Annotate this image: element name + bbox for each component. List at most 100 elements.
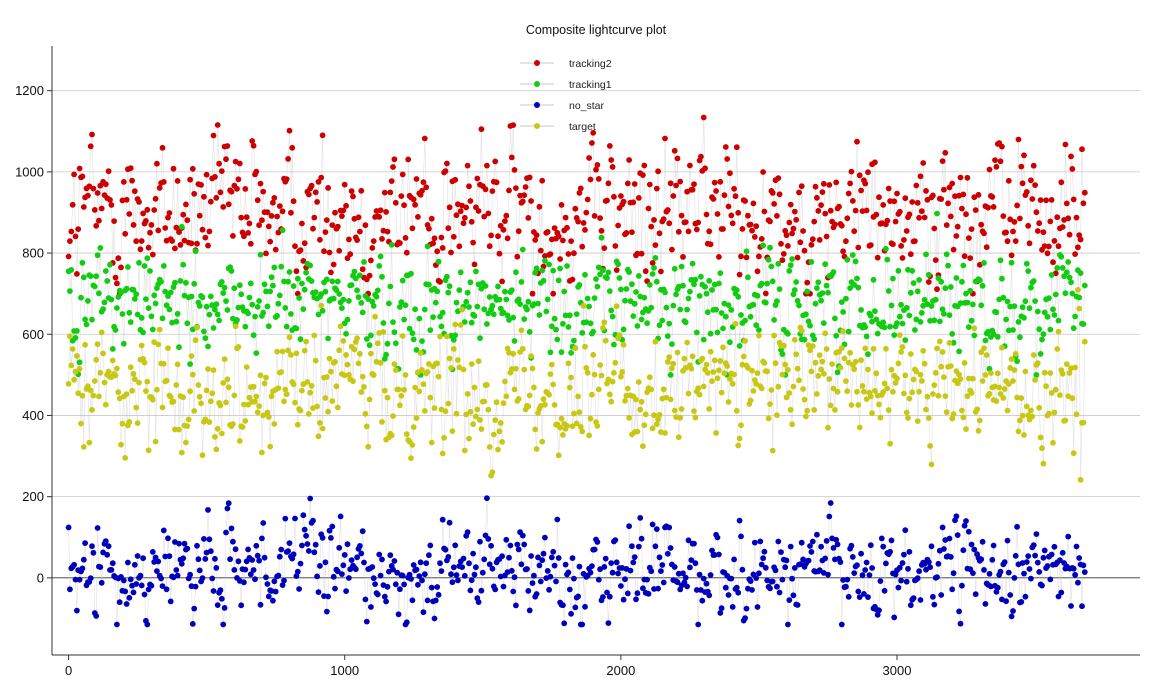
data-point-no_star: [201, 536, 207, 542]
data-point-no_star: [525, 588, 532, 594]
data-point-tracking2: [412, 201, 418, 208]
data-point-target: [717, 358, 724, 364]
data-point-tracking2: [79, 173, 86, 180]
data-point-tracking2: [377, 207, 384, 214]
data-point-no_star: [572, 604, 579, 611]
data-point-target: [87, 387, 94, 394]
data-point-tracking2: [1066, 231, 1073, 238]
data-point-tracking2: [310, 225, 316, 232]
data-point-no_star: [587, 569, 594, 576]
data-point-no_star: [843, 583, 849, 590]
data-point-tracking1: [870, 276, 877, 283]
data-point-tracking1: [203, 303, 210, 310]
data-point-target: [187, 388, 194, 395]
data-point-target: [1029, 413, 1036, 420]
data-point-target: [669, 365, 675, 372]
data-point-tracking1: [1054, 265, 1061, 271]
data-point-tracking2: [199, 226, 206, 233]
data-point-no_star: [648, 568, 655, 575]
data-point-tracking2: [887, 198, 893, 205]
data-point-no_star: [205, 507, 211, 513]
data-point-tracking2: [341, 181, 348, 188]
data-point-tracking1: [651, 265, 657, 271]
data-point-target: [408, 455, 414, 462]
data-point-tracking1: [231, 285, 238, 292]
data-point-target: [307, 389, 314, 396]
data-point-tracking2: [721, 192, 728, 199]
data-point-target: [772, 360, 779, 367]
data-point-target: [437, 333, 443, 340]
data-point-tracking2: [961, 253, 968, 260]
data-point-tracking1: [177, 278, 184, 284]
data-point-tracking1: [692, 276, 699, 283]
data-point-target: [707, 348, 714, 355]
data-point-tracking1: [1033, 372, 1040, 378]
data-point-tracking2: [506, 187, 512, 194]
data-point-tracking1: [820, 320, 827, 326]
data-point-tracking1: [93, 273, 100, 280]
data-point-tracking2: [87, 143, 94, 150]
data-point-tracking1: [677, 306, 684, 313]
data-point-target: [325, 408, 331, 415]
data-point-tracking1: [463, 298, 470, 305]
data-point-no_star: [207, 548, 214, 555]
data-point-tracking1: [1039, 336, 1045, 343]
data-point-target: [265, 414, 272, 420]
data-point-tracking1: [649, 271, 656, 277]
data-point-tracking2: [593, 166, 599, 173]
data-point-tracking2: [753, 223, 760, 230]
data-point-tracking2: [1072, 251, 1078, 257]
data-point-no_star: [725, 592, 732, 598]
data-point-tracking2: [997, 158, 1004, 165]
data-point-tracking1: [941, 311, 947, 317]
data-point-tracking2: [332, 209, 338, 216]
data-point-tracking1: [564, 263, 570, 269]
data-point-no_star: [845, 593, 852, 600]
data-point-no_star: [978, 556, 985, 563]
data-point-tracking1: [112, 327, 119, 333]
data-point-no_star: [206, 536, 213, 543]
data-point-tracking1: [294, 275, 301, 282]
data-point-target: [606, 391, 613, 398]
data-point-target: [859, 383, 866, 389]
data-point-tracking1: [147, 268, 153, 274]
data-point-target: [515, 396, 522, 402]
data-point-tracking1: [616, 275, 623, 281]
data-point-tracking2: [790, 225, 797, 232]
data-point-tracking2: [645, 205, 652, 212]
data-point-tracking1: [94, 252, 101, 259]
data-point-target: [890, 388, 896, 395]
data-point-tracking2: [155, 227, 162, 234]
data-point-target: [731, 371, 737, 378]
data-point-tracking1: [107, 261, 113, 268]
data-point-tracking1: [605, 269, 612, 276]
data-point-tracking2: [703, 211, 710, 218]
data-point-target: [932, 369, 939, 376]
data-point-target: [285, 347, 291, 354]
data-point-tracking2: [272, 246, 279, 253]
data-point-no_star: [252, 576, 258, 583]
data-point-target: [818, 366, 824, 373]
data-point-tracking2: [560, 237, 566, 244]
data-point-tracking1: [102, 268, 109, 274]
data-point-target: [199, 452, 206, 459]
data-point-tracking2: [191, 190, 198, 197]
data-point-tracking2: [666, 220, 673, 227]
data-point-target: [1047, 370, 1054, 376]
data-point-tracking1: [539, 267, 546, 274]
data-point-tracking2: [264, 209, 271, 216]
data-point-target: [825, 424, 831, 431]
data-point-target: [779, 371, 786, 378]
data-point-tracking2: [942, 149, 949, 156]
data-point-tracking2: [438, 234, 445, 241]
data-point-tracking1: [953, 275, 960, 281]
data-point-no_star: [155, 558, 162, 565]
data-point-no_star: [743, 605, 750, 612]
data-point-tracking1: [202, 335, 209, 342]
data-point-no_star: [137, 572, 144, 579]
data-point-tracking1: [700, 336, 707, 343]
data-point-tracking1: [191, 280, 198, 287]
data-point-target: [677, 414, 684, 421]
data-point-target: [838, 345, 845, 351]
data-point-target: [974, 406, 980, 413]
